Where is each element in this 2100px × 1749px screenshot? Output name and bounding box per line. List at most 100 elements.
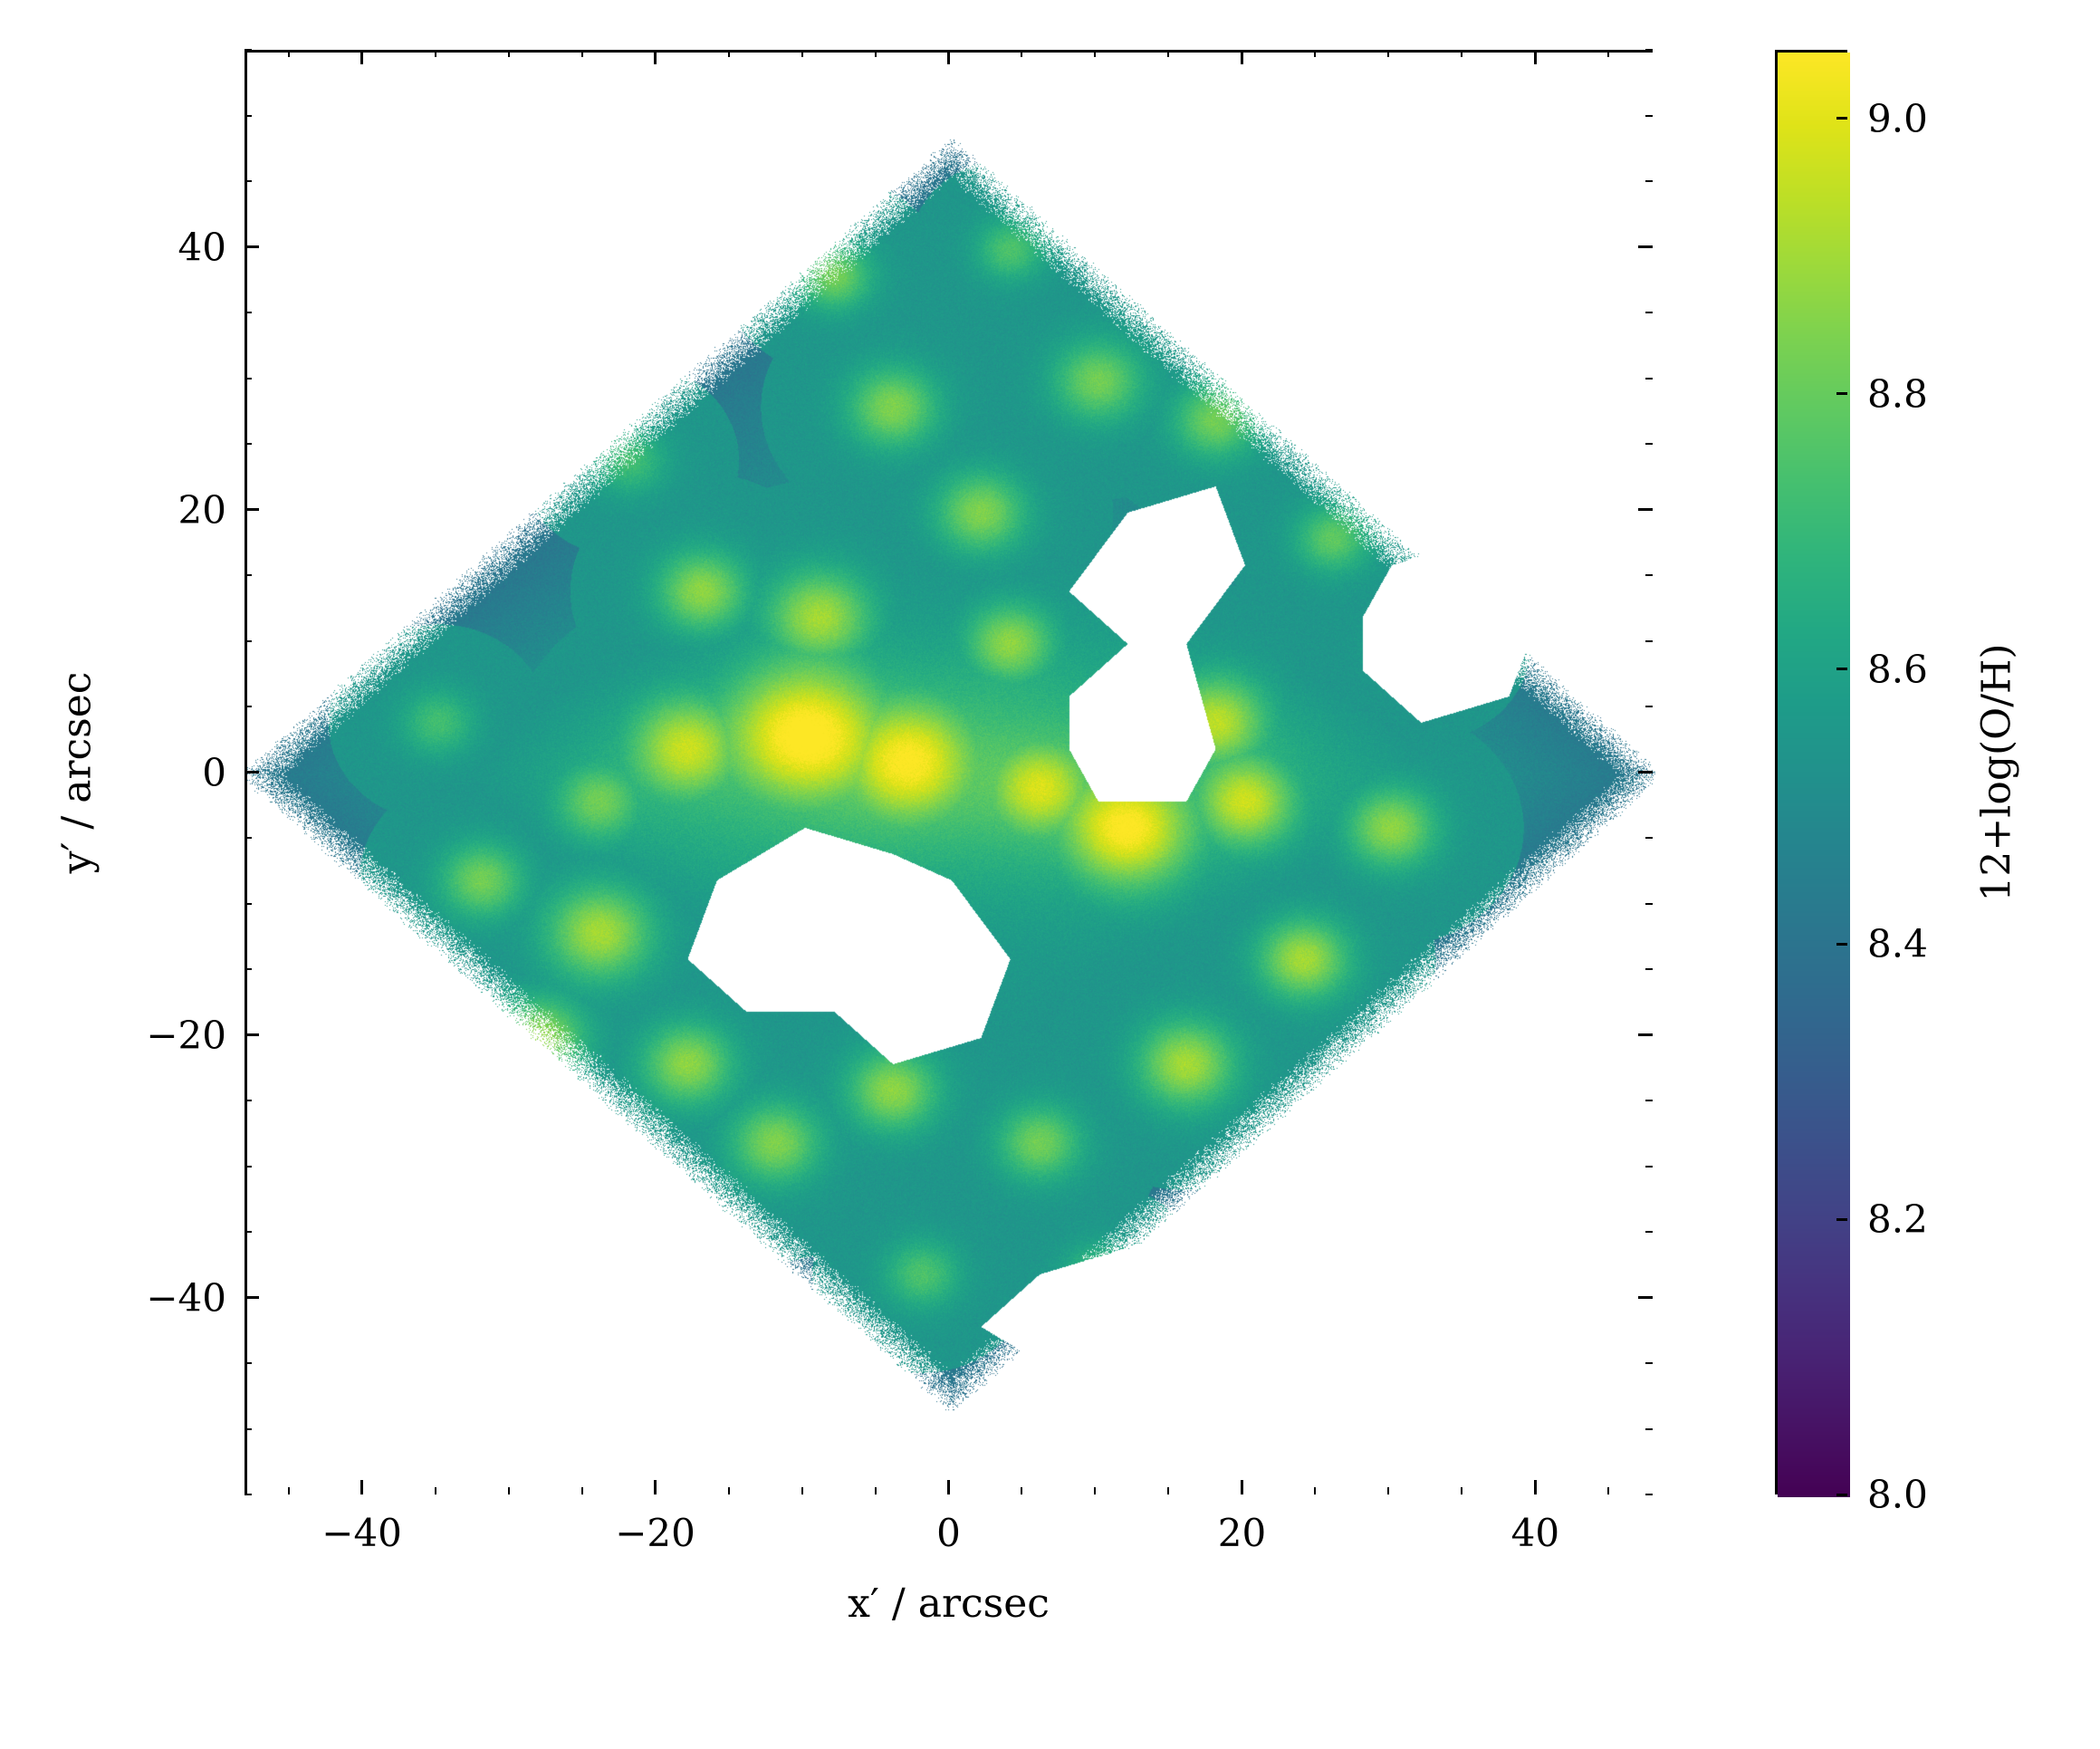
tick-mark: [245, 1100, 252, 1101]
tick-mark: [1021, 50, 1022, 57]
tick-mark: [1461, 50, 1462, 57]
tick-mark: [1645, 903, 1653, 905]
tick-mark: [245, 1033, 259, 1036]
tick-mark: [1645, 312, 1653, 313]
tick-mark: [1645, 49, 1653, 51]
y-tick-label: 0: [202, 750, 226, 794]
colorbar-tick-label: 9.0: [1867, 96, 1928, 140]
tick-mark: [1607, 1487, 1609, 1494]
tick-mark: [1836, 943, 1847, 946]
tick-mark: [1836, 668, 1847, 670]
tick-mark: [1461, 1487, 1462, 1494]
figure-container: x′ / arcsec y′ / arcsec −40−2002040 −40−…: [0, 0, 2100, 1749]
tick-mark: [245, 443, 252, 445]
tick-mark: [245, 771, 259, 774]
colorbar-tick-label: 8.6: [1867, 647, 1928, 691]
tick-mark: [245, 1231, 252, 1233]
tick-mark: [1241, 50, 1243, 64]
tick-mark: [1021, 1487, 1022, 1494]
tick-mark: [435, 50, 436, 57]
tick-mark: [1645, 180, 1653, 182]
tick-mark: [1167, 50, 1169, 57]
tick-mark: [654, 1480, 657, 1494]
tick-mark: [1314, 50, 1316, 57]
tick-mark: [1645, 443, 1653, 445]
tick-mark: [435, 1487, 436, 1494]
tick-mark: [1645, 574, 1653, 576]
x-tick-label: 0: [936, 1511, 961, 1555]
tick-mark: [801, 1487, 803, 1494]
tick-mark: [1387, 50, 1389, 57]
tick-mark: [245, 903, 252, 905]
tick-mark: [245, 378, 252, 380]
tick-mark: [1645, 115, 1653, 117]
colorbar-canvas: [1778, 53, 1850, 1497]
tick-mark: [1314, 1487, 1316, 1494]
tick-mark: [1167, 1487, 1169, 1494]
tick-mark: [1387, 1487, 1389, 1494]
tick-mark: [1645, 1100, 1653, 1101]
x-tick-label: 20: [1218, 1511, 1266, 1555]
y-tick-label: 20: [178, 487, 226, 532]
tick-mark: [245, 49, 252, 51]
tick-mark: [1645, 837, 1653, 839]
y-tick-label: −20: [146, 1013, 226, 1057]
y-axis-label: y′ / arcsec: [54, 671, 101, 873]
tick-mark: [508, 1487, 510, 1494]
tick-mark: [1607, 50, 1609, 57]
tick-mark: [245, 115, 252, 117]
tick-mark: [728, 1487, 730, 1494]
tick-mark: [1638, 245, 1653, 248]
tick-mark: [1645, 1362, 1653, 1364]
tick-mark: [728, 50, 730, 57]
tick-mark: [1645, 1231, 1653, 1233]
tick-mark: [1836, 117, 1847, 120]
y-tick-label: 40: [178, 225, 226, 269]
tick-mark: [245, 1296, 259, 1299]
tick-mark: [1638, 1033, 1653, 1036]
tick-mark: [245, 706, 252, 707]
heatmap-plot: [245, 50, 1653, 1494]
tick-mark: [1836, 1494, 1847, 1496]
tick-mark: [360, 1480, 363, 1494]
tick-mark: [245, 312, 252, 313]
tick-mark: [288, 1487, 290, 1494]
tick-mark: [508, 50, 510, 57]
tick-mark: [1241, 1480, 1243, 1494]
x-tick-label: −20: [615, 1511, 695, 1555]
tick-mark: [1645, 1166, 1653, 1168]
x-axis-label: x′ / arcsec: [848, 1581, 1050, 1627]
tick-mark: [875, 50, 877, 57]
heatmap-canvas: [247, 53, 1655, 1497]
tick-mark: [245, 508, 259, 511]
tick-mark: [245, 640, 252, 642]
colorbar-tick-label: 8.4: [1867, 922, 1928, 966]
tick-mark: [245, 245, 259, 248]
x-tick-label: −40: [321, 1511, 402, 1555]
tick-mark: [245, 1166, 252, 1168]
tick-mark: [875, 1487, 877, 1494]
tick-mark: [581, 1487, 583, 1494]
tick-mark: [1645, 1494, 1653, 1495]
tick-mark: [947, 50, 950, 64]
tick-mark: [1645, 968, 1653, 970]
colorbar-tick-label: 8.0: [1867, 1473, 1928, 1517]
tick-mark: [1638, 508, 1653, 511]
tick-mark: [245, 574, 252, 576]
tick-mark: [654, 50, 657, 64]
tick-mark: [1094, 1487, 1096, 1494]
tick-mark: [245, 837, 252, 839]
x-tick-label: 40: [1511, 1511, 1559, 1555]
tick-mark: [1836, 392, 1847, 395]
tick-mark: [1638, 771, 1653, 774]
tick-mark: [245, 1362, 252, 1364]
colorbar-tick-label: 8.2: [1867, 1197, 1928, 1242]
tick-mark: [1836, 1218, 1847, 1221]
tick-mark: [1645, 706, 1653, 707]
tick-mark: [1645, 640, 1653, 642]
tick-mark: [288, 50, 290, 57]
tick-mark: [1645, 1428, 1653, 1430]
tick-mark: [1094, 50, 1096, 57]
tick-mark: [245, 1428, 252, 1430]
tick-mark: [245, 180, 252, 182]
